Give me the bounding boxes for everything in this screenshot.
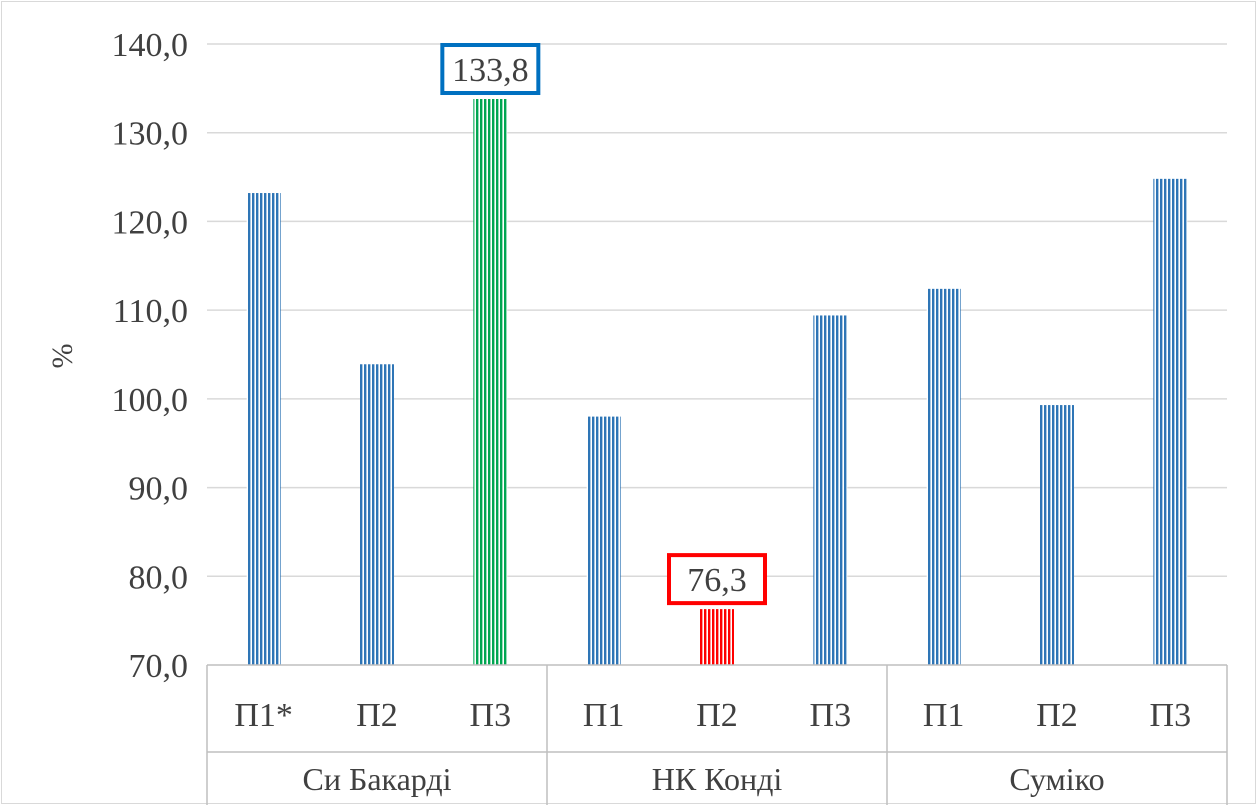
y-axis-label: % — [46, 344, 79, 369]
bar — [813, 315, 848, 665]
bar — [1040, 405, 1074, 665]
category-label: П3 — [470, 697, 512, 734]
category-label: П1* — [234, 697, 293, 734]
category-label: П1 — [923, 697, 965, 734]
data-labels: 133,8 76,3 — [440, 43, 767, 606]
bars — [246, 99, 1188, 666]
y-tick-label: 130,0 — [112, 116, 189, 153]
category-label: П2 — [356, 697, 398, 734]
data-label: 133,8 — [452, 52, 529, 89]
category-label: П2 — [696, 697, 738, 734]
bar — [246, 193, 281, 666]
bar — [926, 288, 961, 665]
group-label: Суміко — [1009, 761, 1104, 797]
y-tick-label: 80,0 — [129, 559, 189, 596]
bar — [586, 416, 621, 665]
y-tick-label: 140,0 — [112, 27, 189, 64]
y-axis-ticks: 70,0 80,0 90,0 100,0 110,0 120,0 130,0 140,0 — [112, 27, 189, 685]
bar — [700, 609, 734, 665]
bar — [360, 364, 394, 665]
x-axis: П1* П2 П3 Си Бакарді П1 П2 П3 НК Конді П1 П2 П3 Сум… — [206, 664, 1228, 805]
bar — [1153, 178, 1188, 666]
category-label: П3 — [810, 697, 852, 734]
y-tick-label: 120,0 — [112, 204, 189, 241]
data-label: 76,3 — [687, 562, 747, 599]
group-label: НК Конді — [652, 761, 783, 797]
category-label: П3 — [1150, 697, 1192, 734]
y-tick-label: 70,0 — [129, 648, 189, 685]
data-label-box — [667, 553, 767, 606]
y-tick-label: 110,0 — [113, 293, 188, 330]
category-label: П2 — [1036, 697, 1078, 734]
bar — [473, 99, 508, 665]
y-tick-label: 90,0 — [129, 471, 189, 508]
data-label-box — [440, 43, 541, 96]
y-tick-label: 100,0 — [112, 382, 189, 419]
category-label: П1 — [583, 697, 625, 734]
group-label: Си Бакарді — [302, 761, 451, 797]
